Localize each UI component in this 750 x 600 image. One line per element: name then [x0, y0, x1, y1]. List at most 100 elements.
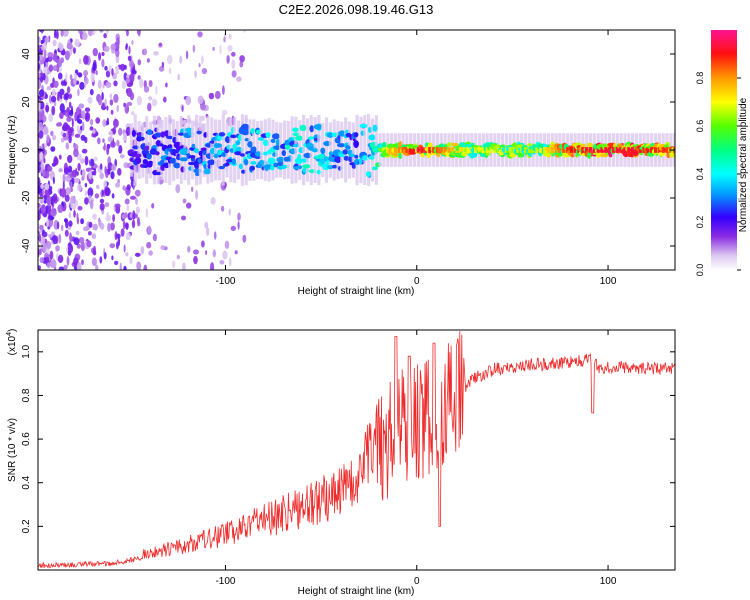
- heatmap-speckle: [226, 55, 230, 64]
- heatmap-speckle: [60, 130, 64, 136]
- heatmap-speckle: [129, 92, 135, 101]
- heatmap-speckle: [69, 234, 73, 243]
- heatmap-ridge-cell: [235, 140, 241, 146]
- colorbar-label: Normalized spectral amplitude: [738, 97, 749, 232]
- heatmap-halo-cell: [141, 122, 145, 178]
- heatmap-ridge-cell: [270, 165, 275, 171]
- heatmap-core-cell: [654, 147, 658, 153]
- heatmap-speckle: [83, 55, 89, 65]
- heatmap-halo-cell: [279, 122, 283, 178]
- heatmap-speckle: [67, 42, 73, 48]
- heatmap-speckle: [73, 237, 80, 246]
- heatmap-speckle: [107, 222, 111, 232]
- heatmap-speckle: [101, 189, 104, 196]
- heatmap-speckle: [95, 184, 100, 189]
- heatmap-ridge-cell: [179, 157, 189, 162]
- heatmap-speckle: [125, 45, 128, 51]
- heatmap-speckle: [125, 223, 129, 230]
- heatmap-speckle: [38, 167, 41, 174]
- heatmap-speckle: [43, 65, 49, 76]
- heatmap-speckle: [205, 250, 208, 256]
- heatmap-speckle: [143, 264, 148, 270]
- heatmap-speckle: [59, 111, 64, 120]
- heatmap-speckle: [92, 213, 97, 220]
- heatmap-speckle: [89, 126, 94, 131]
- heatmap-speckle: [68, 220, 73, 227]
- heatmap-core-cell: [420, 147, 424, 153]
- heatmap-speckle: [99, 163, 103, 170]
- heatmap-speckle: [129, 212, 133, 219]
- heatmap-core-cell: [481, 147, 485, 153]
- heatmap-core-cell: [516, 147, 520, 153]
- heatmap-speckle: [113, 118, 119, 128]
- heatmap-speckle: [77, 163, 81, 171]
- heatmap-speckle: [59, 103, 65, 113]
- heatmap-core-cell: [623, 147, 627, 153]
- heatmap-speckle: [69, 127, 74, 133]
- heatmap-speckle: [234, 250, 238, 255]
- heatmap-speckle: [111, 193, 115, 199]
- heatmap-speckle: [186, 202, 192, 209]
- heatmap-ridge-cell: [194, 161, 200, 169]
- heatmap-speckle: [126, 101, 133, 106]
- heatmap-speckle: [110, 109, 114, 115]
- heatmap-speckle: [153, 51, 159, 56]
- heatmap-ridge-cell: [230, 134, 237, 139]
- heatmap-speckle: [68, 134, 72, 144]
- heatmap-speckle: [44, 183, 50, 191]
- heatmap-ridge-cell: [188, 161, 196, 166]
- heatmap-core-cell: [543, 147, 547, 153]
- heatmap-speckle: [125, 232, 131, 241]
- y-tick-label: 0: [21, 147, 32, 153]
- heatmap-core-cell: [604, 147, 608, 153]
- heatmap-speckle: [108, 64, 112, 73]
- heatmap-speckle: [115, 233, 121, 239]
- heatmap-halo-cell: [359, 116, 363, 184]
- heatmap-speckle: [65, 174, 71, 183]
- heatmap-halo-cell: [328, 122, 332, 178]
- heatmap-speckle: [84, 155, 89, 166]
- heatmap-speckle: [87, 187, 94, 197]
- heatmap-speckle: [136, 30, 141, 35]
- heatmap-speckle: [118, 127, 123, 136]
- heatmap-speckle: [86, 240, 92, 248]
- heatmap-ridge-cell: [197, 158, 202, 164]
- heatmap-speckle: [90, 72, 95, 83]
- heatmap-ridge-cell: [196, 130, 202, 135]
- heatmap-speckle: [193, 255, 198, 265]
- heatmap-speckle: [54, 30, 57, 36]
- colorbar-tick-label: 0.2: [695, 216, 705, 229]
- heatmap-speckle: [75, 230, 80, 236]
- heatmap-speckle: [158, 42, 163, 47]
- heatmap-speckle: [237, 220, 240, 230]
- heatmap-speckle: [81, 110, 86, 120]
- colorbar-tick-label: 0.4: [695, 168, 705, 181]
- heatmap-speckle: [76, 243, 82, 249]
- heatmap-speckle: [197, 31, 203, 38]
- heatmap-core-cell: [581, 147, 585, 153]
- heatmap-speckle: [168, 67, 172, 74]
- heatmap-speckle: [68, 101, 72, 109]
- heatmap-speckle: [88, 170, 92, 180]
- heatmap-speckle: [111, 68, 114, 76]
- heatmap-speckle: [38, 89, 45, 97]
- heatmap-ridge-cell: [133, 153, 142, 158]
- heatmap-speckle: [122, 185, 126, 191]
- heatmap-speckle: [65, 72, 68, 83]
- heatmap-ridge-cell: [291, 127, 300, 132]
- heatmap-speckle: [82, 121, 85, 131]
- heatmap-core-cell: [458, 147, 462, 153]
- heatmap-speckle: [63, 167, 69, 175]
- heatmap-speckle: [104, 98, 107, 107]
- heatmap-speckle: [53, 80, 59, 89]
- heatmap-core-cell: [539, 147, 543, 153]
- heatmap-speckle: [68, 212, 71, 219]
- heatmap-speckle: [84, 107, 91, 112]
- heatmap-ridge-cell: [270, 138, 276, 143]
- heatmap-speckle: [101, 59, 105, 68]
- heatmap-ridge-cell: [281, 165, 287, 170]
- heatmap-speckle: [80, 158, 85, 164]
- heatmap-speckle: [136, 261, 142, 270]
- heatmap-core-cell: [550, 147, 554, 153]
- heatmap-speckle: [73, 203, 76, 213]
